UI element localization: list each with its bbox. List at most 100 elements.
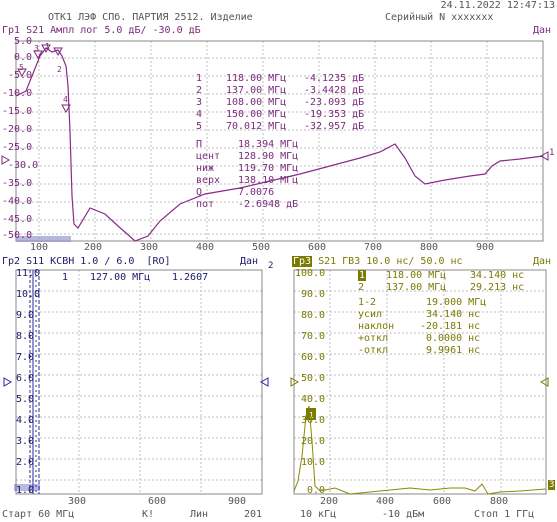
t2-ytick: 2.0 [16,457,35,468]
t1-marker-freq: 137.00 МГц [226,85,287,96]
trace2-channel-number: 2 [268,261,274,271]
t1-ytick: 0.0 [14,52,33,63]
t1-xtick: 700 [364,242,383,253]
t2-marker-num: 1 [62,272,69,283]
t1-xtick: 400 [196,242,215,253]
t1-ytick: -5.0 [8,70,33,81]
t2-ytick: 9.0 [16,310,35,321]
points-count[interactable]: 201 [244,509,263,520]
t1-stat-key: ниж [196,163,215,174]
t3-stat-key: +откл [358,333,389,344]
t2-marker-val: 1.2607 [172,272,209,283]
power-level[interactable]: -10 дБм [382,509,425,520]
t1-stat-key: верх [196,175,221,186]
t1-stat-key: П [196,139,203,150]
t3-ytick: 50.0 [301,373,326,384]
t1-ytick: -20.0 [2,124,33,135]
t1-marker-label-1: 1 [45,42,50,51]
t1-stat-val: 128.90 МГц [238,151,299,162]
t1-stat-val: -2.6948 дБ [238,199,299,210]
sweep-type[interactable]: Лин [190,509,209,520]
stop-frequency[interactable]: Стоп 1 ГГц [474,509,535,520]
bandwidth-indicator[interactable]: К! [142,509,155,520]
t3-xtick: 400 [376,496,395,507]
t1-ref-marker: 1 [549,148,555,158]
t3-marker-val: 29.213 нс [470,282,525,293]
marker-num: 5 [196,121,203,132]
t3-ytick: 60.0 [301,352,326,363]
t3-marker-num: 1 [358,270,367,281]
marker-num: 3 [196,97,203,108]
t3-stat-val: -20.181 нс [420,321,481,332]
t1-xtick: 600 [308,242,327,253]
t1-stat-val: 18.394 МГц [238,139,299,150]
t1-xtick: 500 [252,242,271,253]
t1-stat-val: 7.0076 [238,187,275,198]
t3-marker-val: 34.140 нс [470,270,525,281]
marker-num: 2 [196,85,203,96]
t1-marker-row: 4 [196,110,202,120]
t1-stat-key: пот [196,199,215,210]
trace2-label[interactable]: Гр2 S11 КСВН 1.0 / 6.0 [RO] [2,256,171,267]
t3-ytick: 100.0 [295,268,326,279]
t1-stat-val: 138.10 МГц [238,175,299,186]
t1-xtick: 900 [476,242,495,253]
trace3-label[interactable]: Гр3 S21 ГВЗ 10.0 нс/ 50.0 нс [292,256,463,267]
t2-ytick: 6.0 [16,373,35,384]
t3-marker-freq: 118.00 МГц [386,270,447,281]
t1-marker-freq: 150.00 МГц [226,109,287,120]
t2-ytick: 5.0 [16,394,35,405]
t3-stat-key: наклон [358,321,395,332]
t3-marker-num: 2 [358,282,365,293]
t3-ytick: 90.0 [301,289,326,300]
t3-ytick: 30.0 [301,415,326,426]
t1-stat-key: цент [196,151,221,162]
t1-ytick: -25.0 [2,142,33,153]
if-bandwidth[interactable]: 10 кГц [300,509,337,520]
t1-marker-label-4: 4 [63,95,68,104]
trace3-plot[interactable] [290,266,556,498]
t1-xtick: 300 [140,242,159,253]
trace2-plot[interactable] [0,266,290,498]
t1-marker-val: -23.093 дБ [304,97,365,108]
t3-xtick: 600 [433,496,452,507]
t1-marker-label-5: 5 [19,63,24,72]
t1-stat-key: Q [196,187,203,198]
trace1-status: Дан [533,25,552,36]
trace3-label-text: S21 ГВЗ 10.0 нс/ 50.0 нс [312,256,463,267]
marker-num: 1 [196,73,203,84]
t1-ytick: -40.0 [2,196,33,207]
t2-ytick: 11.0 [16,268,41,279]
trace1-plot[interactable] [0,36,557,256]
t2-xtick: 900 [228,496,247,507]
t1-stat-val: 119.70 МГц [238,163,299,174]
t2-xtick: 600 [148,496,167,507]
t2-ytick: 8.0 [16,331,35,342]
t1-marker-val: -3.4428 дБ [304,85,365,96]
t3-stat-val: 0.0000 нс [426,333,481,344]
t1-ytick: -30.0 [8,160,39,171]
serial-number: Серийный N xxxxxxx [385,12,494,23]
t1-marker-val: -4.1235 дБ [304,73,365,84]
t1-marker-row: 2 [196,86,202,96]
trace2-status: Дан [240,256,259,267]
t2-ytick: 7.0 [16,352,35,363]
t1-marker-val: -32.957 дБ [304,121,365,132]
t1-marker-row: 1 [196,74,202,84]
t1-ytick: -35.0 [2,178,33,189]
t1-xtick: 800 [420,242,439,253]
t3-marker-label: 1 [309,411,314,420]
t2-ytick: 1.0 [16,485,35,496]
start-frequency[interactable]: Старт 60 МГц [2,509,75,520]
t3-ytick: 80.0 [301,310,326,321]
t2-xtick: 300 [68,496,87,507]
t3-marker-freq: 137.00 МГц [386,282,447,293]
t3-ytick: 70.0 [301,331,326,342]
t3-ytick: 10.0 [301,457,326,468]
t1-marker-label-2: 2 [57,65,62,74]
t1-marker-freq: 70.012 МГц [226,121,287,132]
trace1-label[interactable]: Гр1 S21 Ампл лог 5.0 дБ/ -30.0 дБ [2,25,201,36]
trace3-curve [293,405,547,495]
t1-marker-row: 5 [196,122,202,132]
t3-channel-badge: 3 [548,480,556,490]
